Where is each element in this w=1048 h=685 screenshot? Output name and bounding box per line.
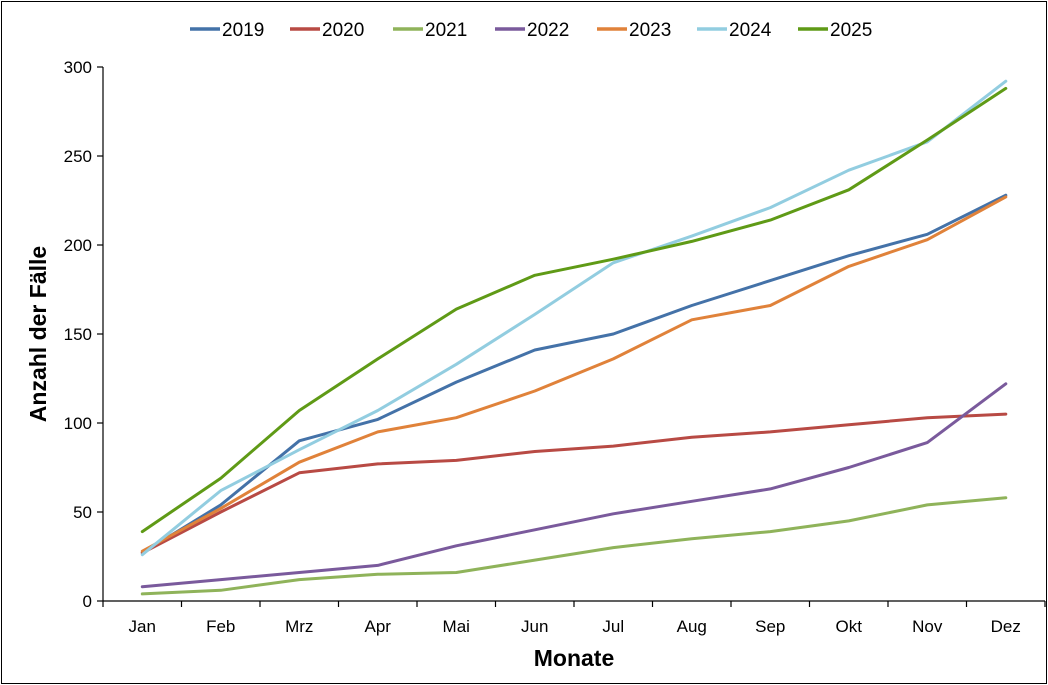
x-axis-title: Monate xyxy=(534,645,615,671)
x-tick-label: Nov xyxy=(912,617,943,636)
x-tick-label: Jan xyxy=(129,617,156,636)
legend-label-2024: 2024 xyxy=(729,20,772,41)
y-ticks: 0 50 100 150 200 250 300 xyxy=(64,58,103,611)
y-axis-title: Anzahl der Fälle xyxy=(25,246,51,422)
x-tick-label: Jun xyxy=(521,617,548,636)
x-tick-label: Apr xyxy=(365,617,392,636)
series-line-2021 xyxy=(140,496,1008,596)
legend-label-2022: 2022 xyxy=(527,20,569,41)
y-tick-label: 50 xyxy=(73,503,92,522)
x-tick-label: Feb xyxy=(206,617,235,636)
y-tick-label: 300 xyxy=(64,58,92,77)
x-tick-label: Sep xyxy=(755,617,785,636)
y-tick-label: 150 xyxy=(64,325,92,344)
legend: 2019 2020 2021 2022 2023 2024 2025 xyxy=(190,20,872,41)
x-tick-label: Aug xyxy=(677,617,707,636)
y-tick-label: 100 xyxy=(64,414,92,433)
series-line-2020 xyxy=(140,412,1008,555)
series-lines xyxy=(140,79,1008,596)
y-tick-label: 0 xyxy=(83,592,92,611)
y-tick-label: 250 xyxy=(64,147,92,166)
legend-label-2019: 2019 xyxy=(222,20,264,41)
x-tick-label: Dez xyxy=(991,617,1021,636)
series-line-2024 xyxy=(140,79,1008,557)
series-line-2019 xyxy=(140,193,1008,555)
series-line-2025 xyxy=(140,86,1008,534)
series-line-2023 xyxy=(140,195,1008,553)
legend-label-2020: 2020 xyxy=(322,20,364,41)
legend-label-2023: 2023 xyxy=(629,20,671,41)
x-tick-label: Okt xyxy=(836,617,863,636)
legend-label-2025: 2025 xyxy=(830,20,872,41)
y-tick-label: 200 xyxy=(64,236,92,255)
x-tick-label: Mrz xyxy=(285,617,313,636)
x-tick-label: Mai xyxy=(443,617,470,636)
legend-label-2021: 2021 xyxy=(425,20,467,41)
x-tick-label: Jul xyxy=(602,617,624,636)
series-line-2022 xyxy=(140,382,1008,589)
x-ticks: Jan Feb Mrz Apr Mai Jun Jul Aug Sep Okt Nov Dez xyxy=(102,601,1046,636)
